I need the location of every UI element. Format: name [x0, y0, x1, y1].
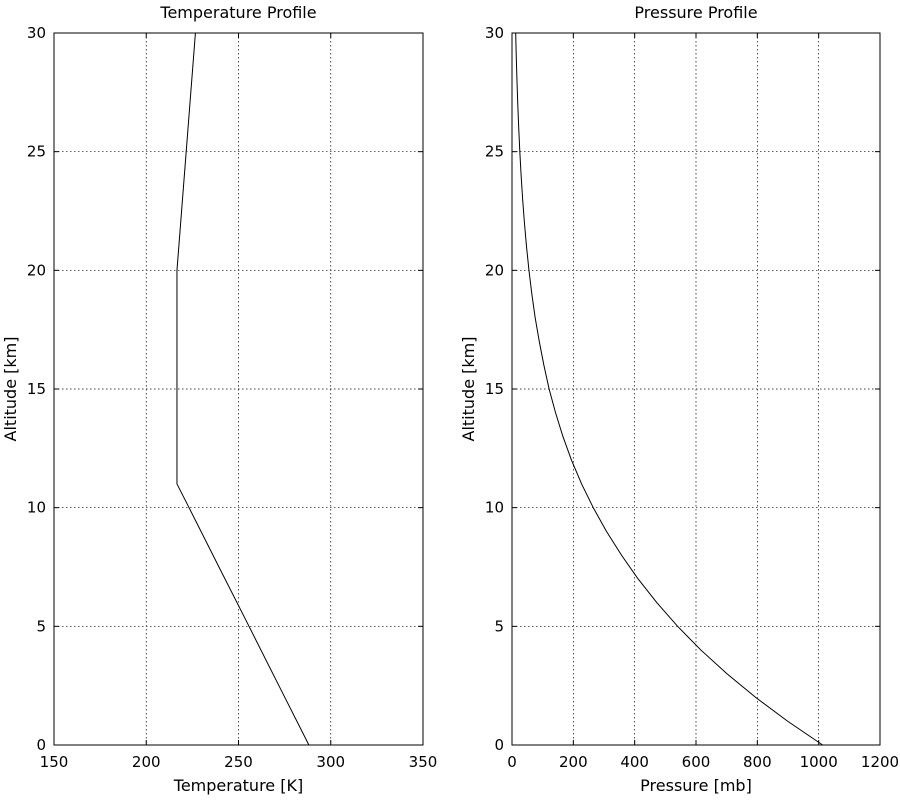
pressure-x-tick-label: 400: [620, 753, 649, 771]
pressure-y-tick-label: 25: [485, 143, 504, 161]
pressure-plot-frame: [511, 32, 881, 746]
pressure-x-tick-label: 0: [507, 753, 517, 771]
temperature-y-tick-label: 20: [27, 261, 46, 279]
temperature-x-tick-label: 150: [40, 753, 69, 771]
temperature-y-tick-label: 0: [36, 736, 46, 754]
temperature-x-axis-label: Temperature [K]: [173, 776, 303, 795]
temperature-y-tick-label: 15: [27, 380, 46, 398]
pressure-y-tick-label: 0: [494, 736, 504, 754]
temperature-chart-title: Temperature Profile: [159, 3, 316, 22]
temperature-chart: 150 200 250 300 350 0 5 10 15 20 25 30 Temperature P…: [1, 3, 437, 795]
temperature-y-axis-label: Altitude [km]: [1, 337, 20, 442]
pressure-chart: 0 200 400 600 800 1000 1200 0 5 10 15 20 25 30 Pressur…: [459, 3, 899, 795]
pressure-x-tick-label: 1200: [861, 753, 899, 771]
temperature-y-tick-label: 10: [27, 499, 46, 517]
pressure-series-line: [515, 32, 823, 746]
temperature-plot-frame: [53, 32, 424, 746]
temperature-x-tick-label: 200: [132, 753, 161, 771]
pressure-x-axis-label: Pressure [mb]: [640, 776, 752, 795]
pressure-chart-title: Pressure Profile: [634, 3, 757, 22]
temperature-x-tick-label: 350: [409, 753, 438, 771]
temperature-y-tick-label: 25: [27, 143, 46, 161]
temperature-y-tick-label: 5: [36, 617, 46, 635]
pressure-y-tick-label: 5: [494, 617, 504, 635]
pressure-x-tick-label: 600: [682, 753, 711, 771]
pressure-x-tick-label: 800: [743, 753, 772, 771]
pressure-y-tick-label: 15: [485, 380, 504, 398]
temperature-y-tick-label: 30: [27, 24, 46, 42]
pressure-y-tick-label: 20: [485, 261, 504, 279]
pressure-y-tick-label: 30: [485, 24, 504, 42]
pressure-y-axis-label: Altitude [km]: [459, 337, 478, 442]
pressure-y-tick-label: 10: [485, 499, 504, 517]
pressure-x-tick-label: 200: [559, 753, 588, 771]
temperature-series-line: [176, 32, 310, 746]
pressure-x-tick-label: 1000: [800, 753, 838, 771]
temperature-x-tick-label: 300: [316, 753, 345, 771]
temperature-x-tick-label: 250: [224, 753, 253, 771]
